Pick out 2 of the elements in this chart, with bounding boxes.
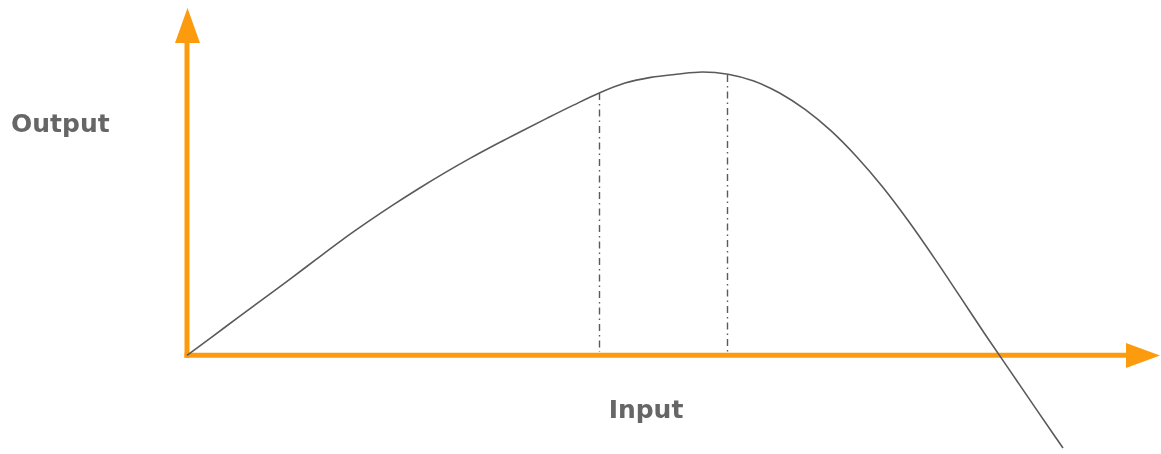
x-axis-title: Input [608, 395, 684, 424]
y-axis-title: Output [11, 109, 110, 138]
